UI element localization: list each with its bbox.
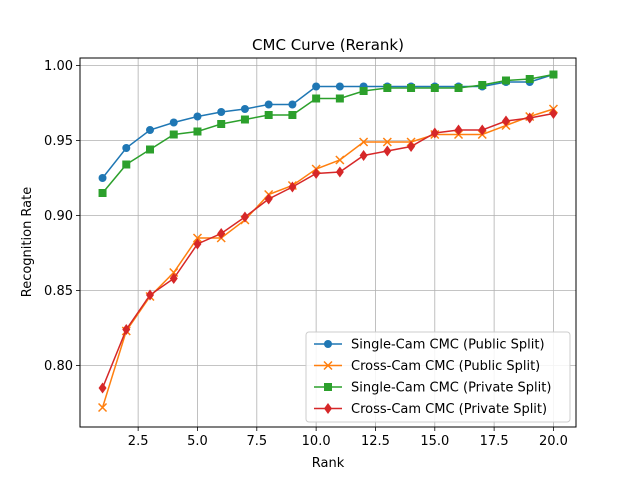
data-point: [359, 137, 369, 147]
series-3: [98, 70, 558, 197]
data-point: [335, 155, 345, 165]
y-axis-title: Recognition Rate: [20, 187, 35, 298]
legend-item: Single-Cam CMC (Private Split): [314, 381, 551, 396]
data-point: [146, 145, 155, 154]
axis-ticks: 2.5 5.0 7.5 10.0 12.5 15.0 17.5 20.0 0.80 0.85 0.9…: [44, 59, 568, 449]
legend-marker: [324, 340, 332, 348]
data-point: [407, 84, 416, 92]
data-point: [98, 382, 107, 394]
legend-item: Single-Cam CMC (Public Split): [314, 338, 545, 353]
data-point: [312, 82, 321, 91]
data-point: [217, 108, 226, 116]
data-point: [549, 108, 558, 119]
y-tick-label: 0.85: [44, 284, 73, 299]
data-point: [454, 84, 463, 92]
series-4: [98, 108, 558, 394]
data-point: [288, 100, 297, 109]
series-2: [98, 104, 558, 413]
data-point: [169, 118, 178, 127]
legend-box: [305, 331, 571, 423]
data-point: [98, 174, 107, 182]
data-point: [264, 100, 273, 109]
data-point: [525, 112, 534, 124]
x-tick-label: 15.0: [420, 434, 449, 449]
legend-label: Cross-Cam CMC (Public Split): [351, 359, 540, 374]
legend-label: Single-Cam CMC (Public Split): [351, 338, 545, 353]
data-point: [312, 168, 321, 179]
data-point: [217, 120, 226, 128]
data-point: [383, 145, 392, 157]
data-point: [288, 181, 297, 193]
data-point: [192, 233, 203, 243]
data-point: [146, 126, 155, 134]
data-point: [288, 111, 297, 119]
data-point: [122, 160, 131, 169]
data-point: [359, 87, 368, 95]
plot-frame: [79, 57, 577, 428]
legend-label: Cross-Cam CMC (Private Split): [351, 402, 547, 417]
data-point: [335, 82, 344, 91]
data-point: [478, 124, 487, 136]
data-point: [525, 75, 534, 83]
x-tick-label: 20.0: [539, 434, 568, 449]
data-point: [407, 141, 416, 152]
x-tick-label: 2.5: [128, 434, 149, 449]
data-point: [430, 127, 439, 139]
data-point: [169, 130, 178, 139]
data-point: [312, 94, 321, 103]
x-tick-label: 17.5: [480, 434, 509, 449]
data-point: [240, 105, 249, 113]
legend-marker: [324, 403, 332, 414]
y-tick-label: 0.90: [44, 209, 73, 224]
data-point: [478, 81, 487, 89]
data-point: [501, 76, 510, 85]
data-point: [193, 127, 202, 136]
data-point: [264, 111, 273, 119]
data-point: [335, 94, 344, 103]
data-point: [454, 124, 463, 136]
data-point: [146, 289, 155, 301]
data-point: [430, 84, 439, 92]
data-point: [122, 324, 131, 335]
data-point: [382, 137, 392, 147]
data-point: [169, 273, 178, 284]
y-tick-label: 1.00: [44, 59, 73, 74]
legend-item: Cross-Cam CMC (Public Split): [314, 359, 540, 374]
data-point: [359, 150, 368, 161]
data-point: [98, 402, 108, 413]
data-point: [193, 112, 202, 121]
x-tick-label: 5.0: [187, 434, 208, 449]
x-tick-label: 12.5: [361, 434, 390, 449]
data-point: [335, 166, 344, 178]
x-tick-label: 7.5: [246, 434, 267, 449]
data-point: [240, 211, 249, 223]
data-point: [549, 70, 558, 79]
data-point: [383, 84, 392, 92]
y-tick-label: 0.80: [44, 359, 73, 374]
legend: Single-Cam CMC (Public Split) Cross-Cam C…: [305, 331, 571, 423]
x-axis-title: Rank: [312, 456, 345, 471]
data-point: [264, 193, 273, 205]
data-point: [98, 189, 107, 197]
data-point: [193, 238, 202, 250]
data-point: [122, 144, 131, 152]
data-point: [217, 228, 226, 239]
legend-label: Single-Cam CMC (Private Split): [351, 381, 551, 396]
chart-title: CMC Curve (Rerank): [252, 36, 404, 54]
data-point: [240, 115, 249, 124]
x-tick-label: 10.0: [302, 434, 331, 449]
series-layer: [98, 70, 558, 413]
legend-item: Cross-Cam CMC (Private Split): [314, 402, 547, 417]
legend-marker: [324, 383, 332, 391]
legend-marker: [323, 360, 333, 371]
y-tick-label: 0.95: [44, 134, 73, 149]
data-point: [501, 115, 510, 127]
series-line: [101, 108, 554, 408]
